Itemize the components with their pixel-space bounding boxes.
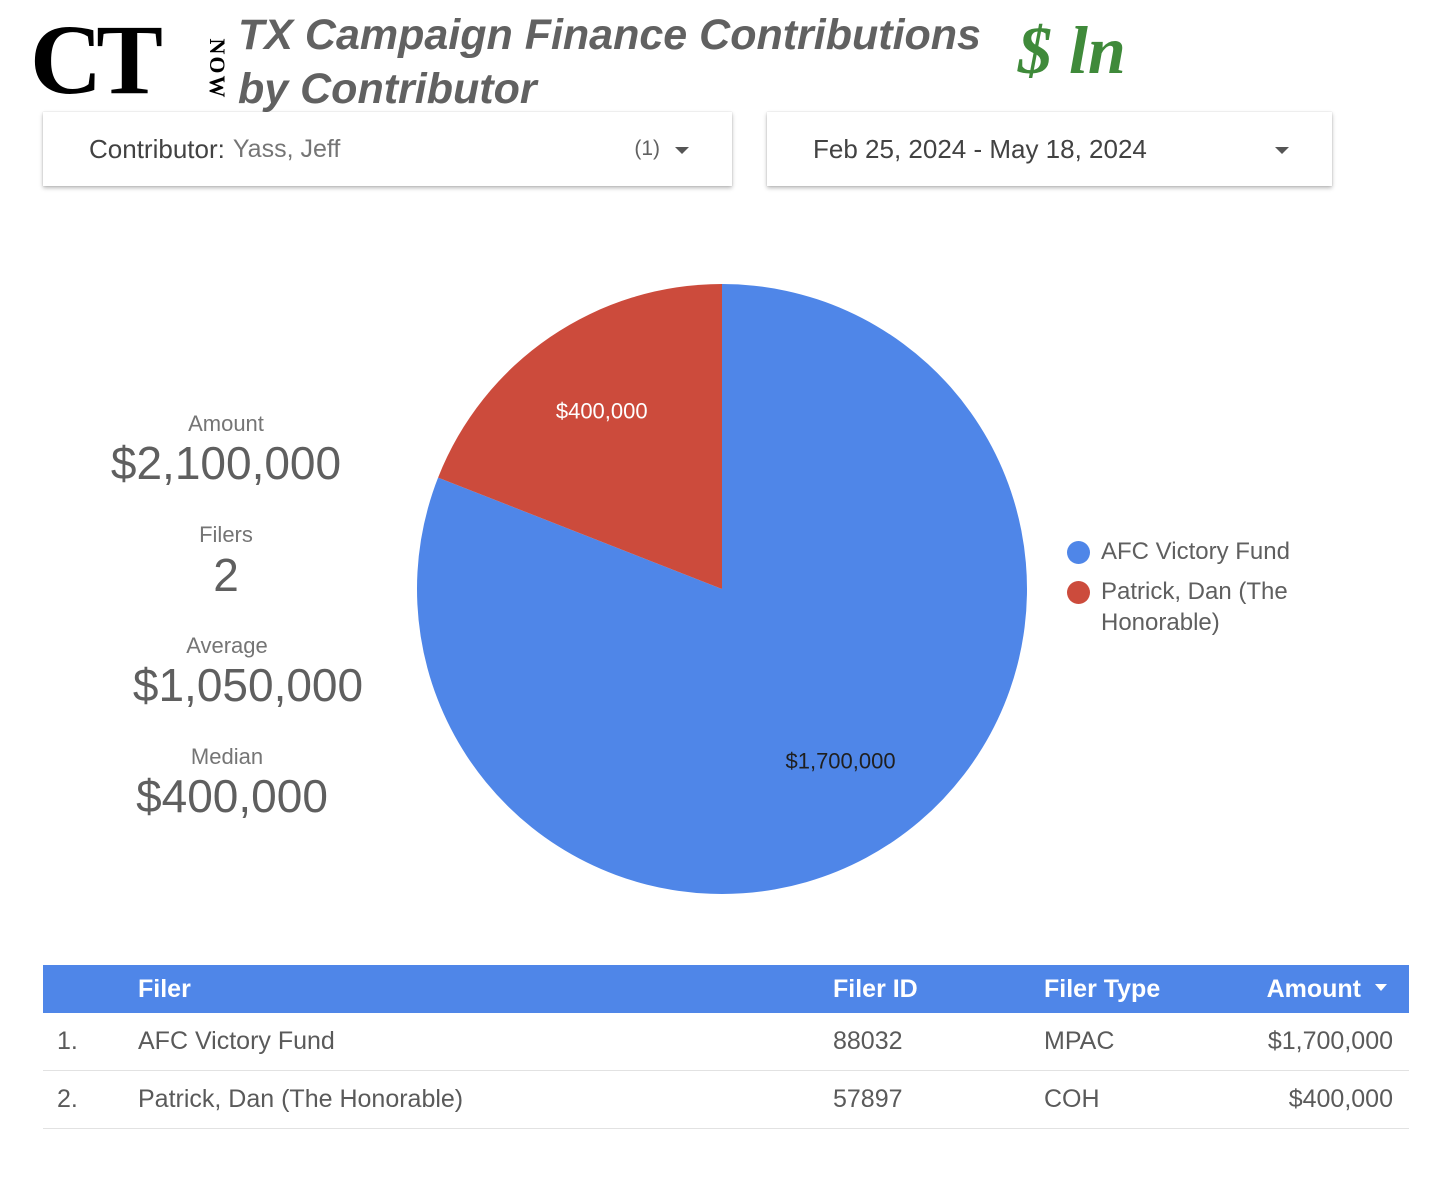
page-title-line-1: TX Campaign Finance Contributions xyxy=(238,11,981,59)
logo-text: CT xyxy=(30,4,163,115)
ct-now-logo: CT NOW xyxy=(30,10,230,110)
row-index: 1. xyxy=(57,1027,78,1055)
contributor-filter-count: (1) xyxy=(634,137,660,160)
median-scorecard-value: $400,000 xyxy=(136,770,328,822)
legend-swatch-icon xyxy=(1067,541,1090,564)
column-header-filer[interactable]: Filer xyxy=(138,975,191,1003)
cell-filer-id: 88032 xyxy=(833,1027,903,1055)
cell-filer: AFC Victory Fund xyxy=(138,1027,335,1055)
amount-scorecard-label: Amount xyxy=(188,411,264,436)
average-scorecard-value: $1,050,000 xyxy=(132,659,364,711)
table-header: Filer Filer ID Filer Type Amount xyxy=(43,965,1409,1013)
contributor-filter[interactable]: Contributor: Yass, Jeff (1) xyxy=(43,112,732,186)
column-header-amount-label: Amount xyxy=(1266,975,1361,1003)
sort-descending-icon[interactable] xyxy=(1375,983,1387,991)
column-header-amount[interactable]: Amount xyxy=(1267,965,1387,1013)
page-title-line-2: by Contributor xyxy=(238,65,537,113)
legend-swatch-icon xyxy=(1067,581,1090,604)
contributor-filter-value: Yass, Jeff xyxy=(232,134,341,163)
cell-amount: $400,000 xyxy=(1288,1085,1393,1113)
logo-subtext: NOW xyxy=(205,38,230,100)
cell-filer-type: COH xyxy=(1044,1085,1100,1113)
caret-down-icon[interactable] xyxy=(675,147,689,154)
table-row[interactable]: 1. AFC Victory Fund 88032 MPAC $1,700,00… xyxy=(43,1013,1409,1071)
filers-scorecard-label: Filers xyxy=(199,522,253,547)
average-scorecard-label: Average xyxy=(186,633,268,658)
date-range-filter[interactable]: Feb 25, 2024 - May 18, 2024 xyxy=(767,112,1332,186)
page-title: TX Campaign Finance Contributions by Con… xyxy=(238,8,998,116)
cell-amount: $1,700,000 xyxy=(1267,1027,1393,1055)
legend-label: AFC Victory Fund xyxy=(1101,538,1290,565)
row-index: 2. xyxy=(57,1085,78,1113)
filers-table: Filer Filer ID Filer Type Amount 1. AFC … xyxy=(43,965,1409,1129)
contributor-filter-colon: : xyxy=(217,133,225,164)
table-row[interactable]: 2. Patrick, Dan (The Honorable) 57897 CO… xyxy=(43,1071,1409,1129)
column-header-filer-type[interactable]: Filer Type xyxy=(1044,975,1161,1003)
column-header-filer-id[interactable]: Filer ID xyxy=(833,975,918,1003)
legend-label: Patrick, Dan (The Honorable) xyxy=(1101,578,1288,636)
legend-item-afc-victory-fund[interactable]: AFC Victory Fund xyxy=(1066,536,1326,567)
contributor-filter-label: Contributor xyxy=(89,133,218,164)
legend-item-patrick-dan[interactable]: Patrick, Dan (The Honorable) xyxy=(1066,576,1326,638)
cell-filer: Patrick, Dan (The Honorable) xyxy=(138,1085,464,1113)
cell-filer-id: 57897 xyxy=(833,1085,903,1113)
caret-down-icon[interactable] xyxy=(1275,147,1289,154)
filers-scorecard-value: 2 xyxy=(213,549,239,601)
amount-scorecard-value: $2,100,000 xyxy=(110,437,342,489)
pie-slice-2[interactable] xyxy=(438,284,722,589)
pie-legend: AFC Victory Fund Patrick, Dan (The Honor… xyxy=(1066,536,1326,647)
median-scorecard-label: Median xyxy=(190,744,264,769)
cell-filer-type: MPAC xyxy=(1044,1027,1115,1055)
date-range-value: Feb 25, 2024 - May 18, 2024 xyxy=(813,133,1147,164)
dollar-ln-brand-mark: $ ln xyxy=(1018,12,1126,88)
